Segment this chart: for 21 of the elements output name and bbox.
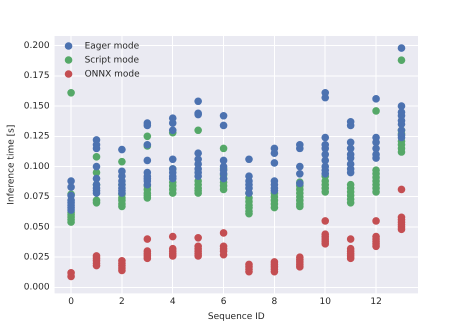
x-tick-label: 10	[320, 297, 332, 308]
y-tick-label: 0.200	[24, 41, 50, 52]
x-axis-title: Sequence ID	[208, 312, 265, 322]
legend-label: Eager mode	[84, 41, 140, 52]
y-axis-title: Inference time [s]	[6, 124, 17, 205]
y-tick-label: 0.000	[24, 282, 50, 293]
y-tick-label: 0.125	[24, 132, 50, 142]
y-tick-label: 0.050	[24, 222, 50, 232]
y-tick-label: 0.150	[24, 101, 50, 112]
y-tick-label: 0.100	[24, 162, 50, 172]
y-tick-label: 0.025	[24, 252, 50, 262]
y-tick-label: 0.175	[24, 71, 50, 82]
x-tick-label: 6	[220, 297, 227, 308]
x-tick-label: 2	[119, 297, 125, 308]
y-tick-label: 0.075	[24, 192, 50, 202]
x-tick-label: 0	[68, 297, 74, 308]
x-tick-label: 12	[370, 297, 382, 308]
legend-label: Script mode	[84, 55, 140, 66]
x-tick-label: 8	[272, 297, 278, 308]
legend-label: ONNX mode	[84, 69, 140, 80]
x-tick-label: 4	[170, 297, 176, 308]
